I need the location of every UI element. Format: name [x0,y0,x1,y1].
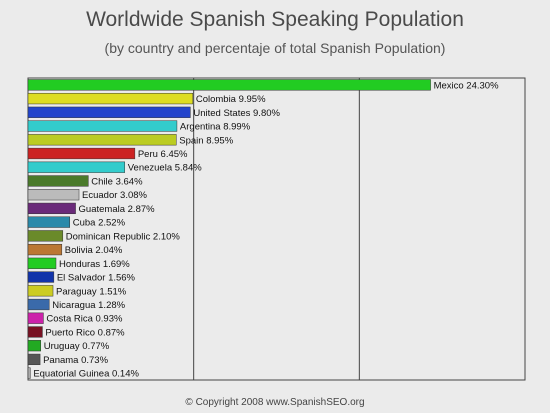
bar [27,326,43,338]
bar [27,106,191,118]
data-label: Paraguay 1.51% [56,286,127,297]
data-label: Puerto Rico 0.87% [45,327,125,338]
data-label: Equatorial Guinea 0.14% [33,369,139,380]
chart-subtitle: (by country and percentaje of total Span… [104,40,446,56]
bar [27,243,63,256]
bar [27,92,194,105]
plot-area: Mexico 24.30% Colombia 9.95% United States… [27,77,526,381]
bar [27,216,70,228]
bar [27,230,64,242]
data-label: El Salvador 1.56% [57,273,136,284]
bar [27,353,41,366]
bar [27,161,125,173]
bar [27,285,54,297]
bar [27,202,76,215]
data-label: Cuba 2.52% [73,218,126,229]
data-label: Bolivia 2.04% [65,245,123,256]
copyright-footer: © Copyright 2008 www.SpanishSEO.org [185,397,365,408]
data-label: United States 9.80% [193,108,280,119]
data-label: Colombia 9.95% [196,94,266,105]
bar [27,120,178,132]
data-label: Guatemala 2.87% [79,204,156,215]
bar [27,147,136,160]
data-label: Dominican Republic 2.10% [66,231,181,242]
data-label: Uruguay 0.77% [44,341,110,352]
data-label: Mexico 24.30% [434,80,500,91]
data-label: Chile 3.64% [91,176,143,187]
bar [27,312,44,324]
data-label: Argentina 8.99% [180,122,251,133]
data-label: Venezuela 5.84% [128,163,203,174]
data-label: Panama 0.73% [43,355,109,366]
data-label: Honduras 1.69% [59,259,130,270]
bar [27,134,177,146]
bar [27,79,431,91]
data-label: Ecuador 3.08% [82,190,148,201]
bar [27,189,80,201]
bar [27,340,42,352]
bar [27,175,89,187]
data-label: Costa Rica 0.93% [46,314,123,325]
bar [27,367,31,379]
chart-title: Worldwide Spanish Speaking Population [86,8,464,31]
data-label: Nicaragua 1.28% [52,300,125,311]
data-label: Peru 6.45% [138,149,188,160]
bar [27,298,50,311]
bar [27,271,55,283]
bar [27,257,57,269]
data-label: Spain 8.95% [179,135,233,146]
